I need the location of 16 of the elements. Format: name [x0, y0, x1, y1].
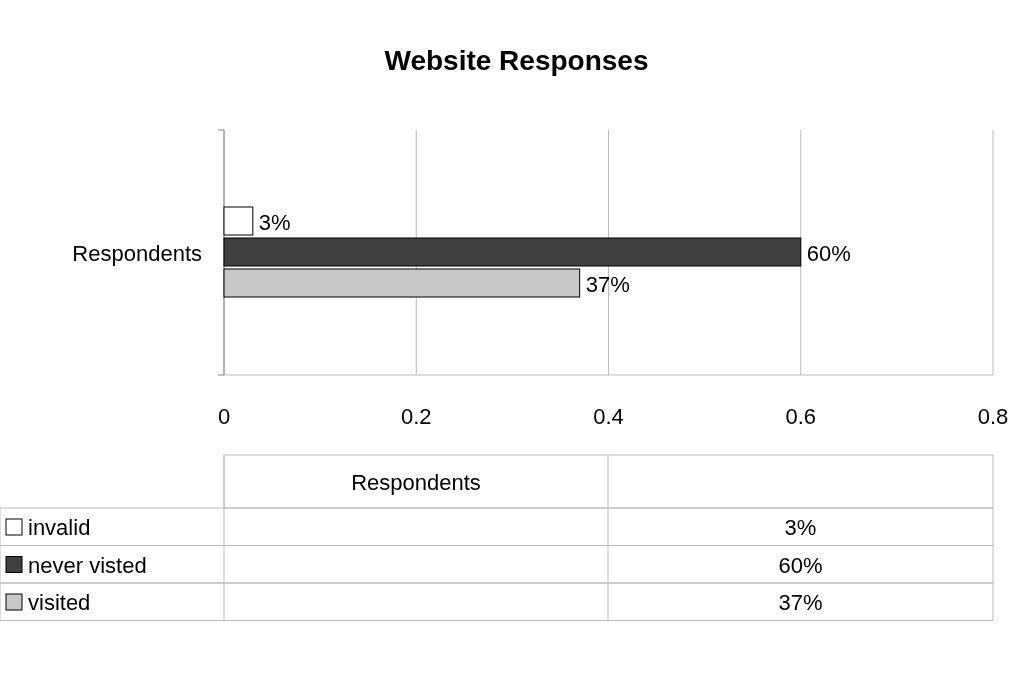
data-label: 60% — [806, 240, 851, 266]
chart-title: Website Responses — [384, 45, 649, 76]
data-label: 3% — [258, 209, 291, 235]
x-tick-label: 0.6 — [785, 404, 817, 429]
text: 37% — [778, 590, 823, 615]
legend-label: invalid — [28, 515, 91, 540]
x-tick-label: 0.8 — [977, 404, 1009, 429]
category-label: Respondents — [351, 470, 481, 495]
legend-label: visited — [28, 590, 91, 615]
legend-label: never visted — [28, 552, 147, 578]
x-tick-label: 0 — [217, 404, 231, 429]
text: 3% — [784, 515, 817, 540]
data-label: 37% — [585, 271, 630, 297]
x-tick-label: 0.2 — [400, 404, 432, 429]
text: 60% — [778, 552, 823, 578]
x-tick-label: 0.4 — [593, 404, 624, 429]
